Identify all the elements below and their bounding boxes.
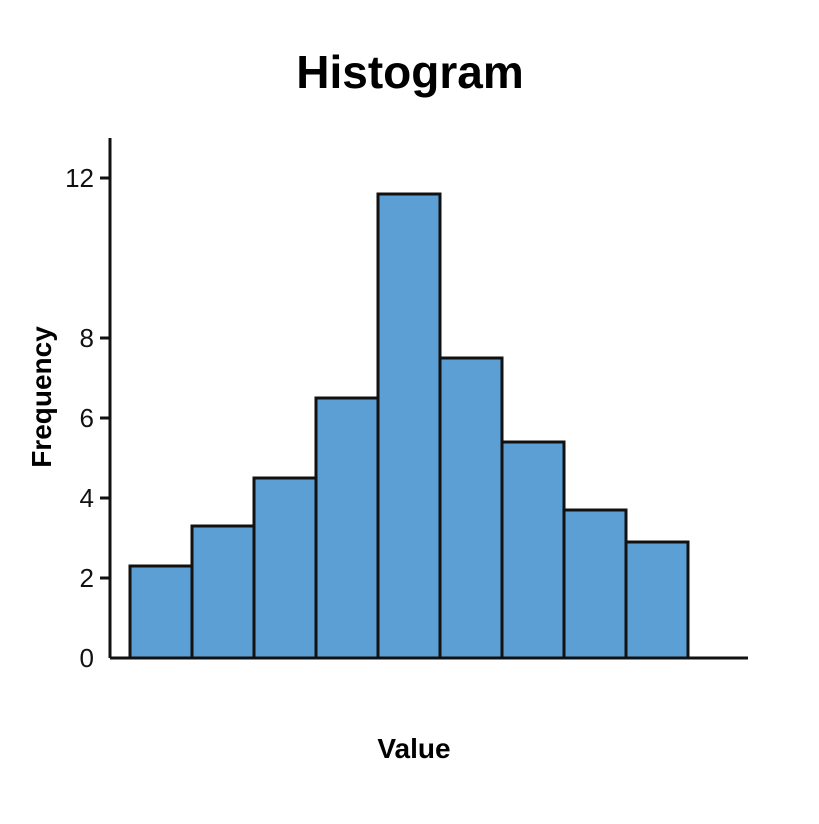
y-tick-label: 4 — [80, 483, 94, 513]
y-tick-label: 8 — [80, 323, 94, 353]
histogram-bar-8 — [562, 508, 628, 660]
bars-group — [128, 192, 690, 660]
histogram-bar-1 — [128, 564, 194, 660]
y-tick-label: 12 — [65, 163, 94, 193]
y-tick-label: 2 — [80, 563, 94, 593]
histogram-bar-4 — [314, 396, 380, 660]
y-axis-label: Frequency — [26, 326, 57, 468]
histogram-bar-3 — [252, 476, 318, 660]
x-axis-label: Value — [377, 733, 450, 764]
histogram-bar-2 — [190, 524, 256, 660]
histogram-bar-5 — [376, 192, 442, 660]
histogram-bar-9 — [624, 540, 690, 660]
y-tick-label: 6 — [80, 403, 94, 433]
y-tick-label: 0 — [80, 643, 94, 673]
chart-title: Histogram — [296, 46, 523, 98]
histogram-bar-6 — [438, 356, 504, 660]
y-ticks-group: 0 2 4 6 8 12 — [65, 163, 110, 673]
histogram-bar-7 — [500, 440, 566, 660]
